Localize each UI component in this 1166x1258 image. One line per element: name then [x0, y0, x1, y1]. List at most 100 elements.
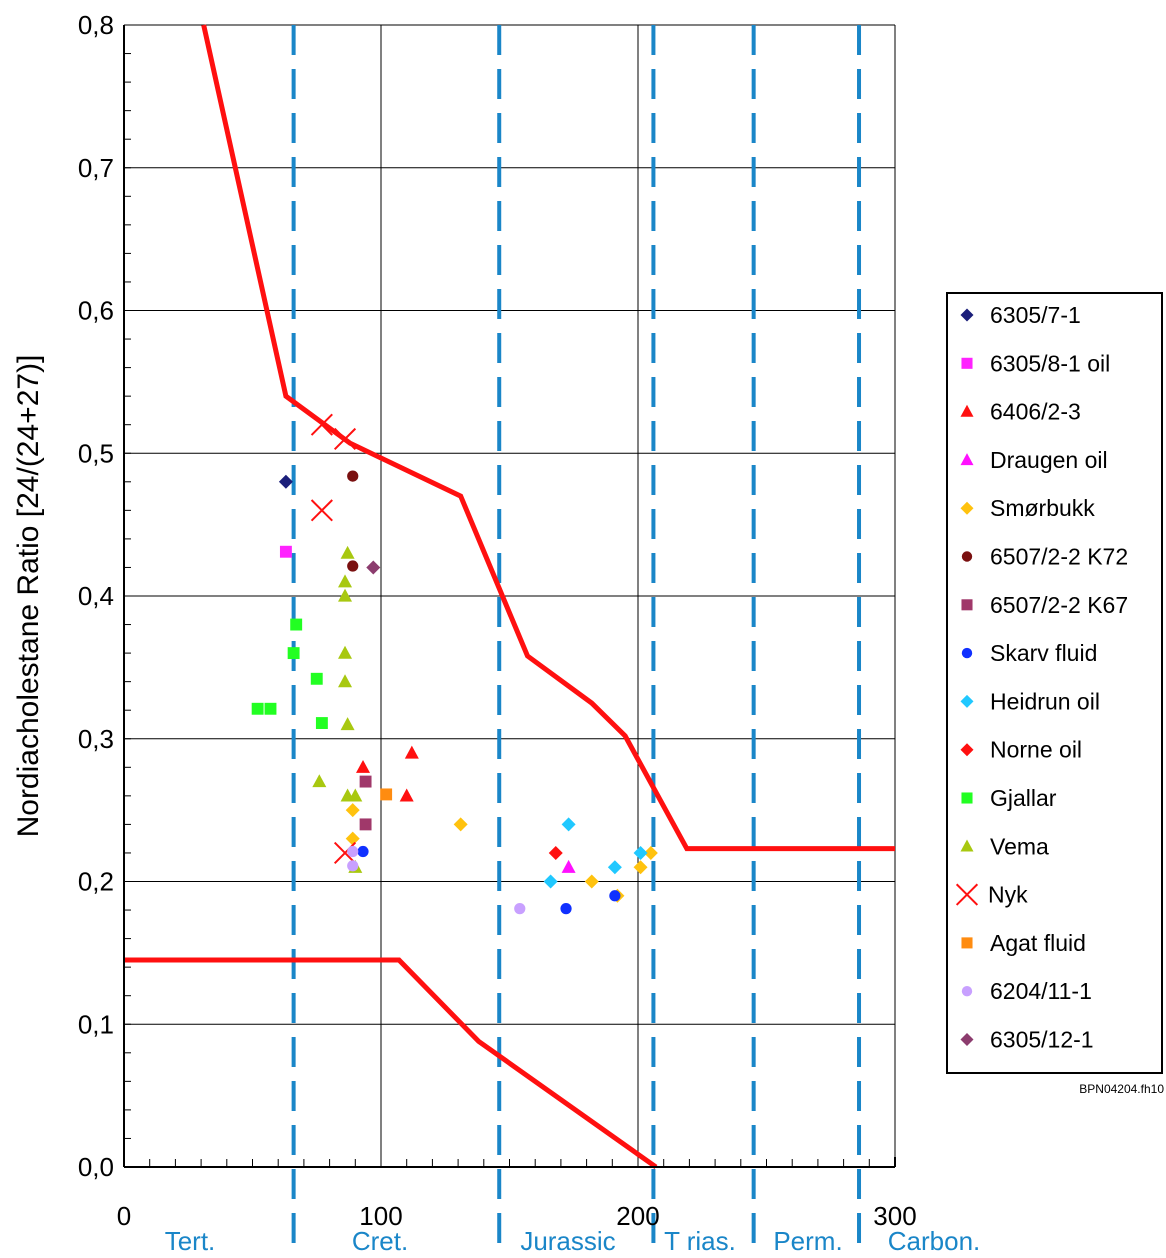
legend-entry: 6406/2-3: [960, 399, 1081, 425]
period-label: Jurassic: [520, 1226, 615, 1256]
data-point: [312, 774, 327, 788]
legend-label: 6204/11-1: [990, 978, 1092, 1004]
legend-entry: 6507/2-2 K72: [961, 544, 1128, 570]
data-point: [278, 474, 293, 489]
legend: 6305/7-1 6305/8-1 oil 6406/2-3 Draugen oil S…: [946, 292, 1163, 1074]
x-marker-stroke: [310, 499, 333, 522]
legend-marker: [961, 357, 973, 369]
legend-label: Norne oil: [990, 737, 1082, 763]
legend-marker: [955, 883, 979, 906]
data-point: [359, 775, 372, 788]
legend-entry: Heidrun oil: [960, 688, 1100, 714]
data-point: [380, 788, 393, 801]
y-axis-label: Nordiacholestane Ratio [24/(24+27)]: [12, 355, 45, 838]
legend-label: 6507/2-2 K67: [990, 592, 1128, 618]
x-marker-stroke: [955, 883, 979, 906]
period-label: Carbon.: [888, 1226, 981, 1256]
data-point: [338, 674, 353, 688]
legend-marker: [960, 308, 974, 322]
legend-label: 6406/2-3: [990, 399, 1081, 425]
legend-marker: [961, 551, 973, 562]
legend-label: Draugen oil: [990, 447, 1108, 473]
data-points: [251, 413, 658, 915]
y-tick-label: 0,0: [78, 1152, 114, 1182]
legend-entry: 6507/2-2 K67: [961, 592, 1128, 618]
legend-label: Smørbukk: [990, 495, 1095, 521]
data-point: [514, 903, 526, 915]
legend-marker: [960, 501, 974, 515]
period-label: Tert.: [165, 1226, 216, 1256]
data-point: [357, 845, 369, 858]
data-point: [609, 890, 621, 902]
legend-label: 6305/7-1: [990, 302, 1081, 328]
data-point: [404, 745, 419, 759]
data-point: [633, 845, 648, 860]
legend-marker: [961, 647, 973, 659]
legend-entry: Vema: [960, 833, 1049, 859]
x-tick-label: 300: [873, 1201, 916, 1231]
data-point: [560, 903, 572, 915]
data-point: [279, 545, 292, 558]
data-point: [264, 702, 277, 715]
data-point: [347, 560, 359, 572]
data-point: [315, 717, 328, 729]
data-point: [548, 845, 563, 860]
legend-label: Vema: [990, 833, 1049, 859]
legend-entry: Norne oil: [960, 737, 1082, 763]
legend-marker: [960, 839, 974, 852]
data-point: [340, 717, 355, 731]
legend-label: Skarv fluid: [990, 640, 1097, 666]
legend-entry: 6305/8-1 oil: [961, 350, 1110, 376]
y-tick-label: 0,2: [78, 867, 114, 897]
data-point: [453, 817, 468, 832]
legend-entry: Smørbukk: [960, 495, 1095, 521]
y-tick-label: 0,3: [78, 724, 114, 754]
y-tick-labels: 0,0 0,1 0,2 0,3 0,4 0,5 0,6 0,7 0,8: [78, 10, 114, 1182]
y-tick-label: 0,4: [78, 581, 114, 611]
legend-marker: [960, 404, 974, 417]
data-point: [310, 499, 333, 522]
data-point: [338, 574, 353, 588]
data-point: [290, 618, 303, 631]
period-labels: Tert. Cret. Jurassic T rias. Perm. Carbon.: [165, 1226, 981, 1256]
data-point: [345, 803, 360, 818]
legend-label: 6507/2-2 K72: [990, 544, 1128, 570]
data-point: [345, 831, 360, 846]
envelope-lines: [124, 24, 895, 1170]
legend-marker: [960, 694, 974, 708]
data-point: [561, 859, 576, 873]
legend-marker: [961, 792, 973, 804]
data-point: [584, 874, 599, 889]
data-point: [366, 560, 381, 575]
data-point: [356, 759, 371, 773]
data-point: [347, 845, 359, 858]
data-point: [287, 647, 300, 660]
data-point: [251, 702, 264, 715]
data-point: [338, 645, 353, 659]
x-tick-label: 100: [359, 1201, 402, 1231]
legend-label: Heidrun oil: [990, 688, 1100, 714]
data-point: [310, 672, 323, 685]
y-tick-label: 0,7: [78, 153, 114, 183]
envelope-upper-line: [201, 24, 895, 852]
period-label: T rias.: [664, 1226, 736, 1256]
legend-entry: Skarv fluid: [961, 640, 1097, 666]
legend-entry: 6305/12-1: [960, 1027, 1094, 1053]
legend-entry: Agat fluid: [961, 930, 1086, 956]
x-tick-label: 0: [117, 1201, 131, 1231]
legend-label: Agat fluid: [990, 930, 1086, 956]
x-tick-labels: 0 100 200 300: [117, 1201, 917, 1231]
legend-label: Nyk: [988, 882, 1028, 908]
y-tick-label: 0,1: [78, 1009, 114, 1039]
legend-marker: [961, 937, 973, 949]
grid: [124, 24, 896, 1167]
legend-label: 6305/12-1: [990, 1027, 1094, 1053]
data-point: [543, 874, 558, 889]
figure-credit: BPN04204.fh10: [1079, 1082, 1164, 1096]
minor-ticks: [124, 53, 870, 1167]
y-tick-label: 0,5: [78, 438, 114, 468]
data-point: [633, 860, 648, 875]
legend-entry: Draugen oil: [960, 447, 1108, 473]
data-point: [359, 818, 372, 831]
legend-entry: 6204/11-1: [961, 978, 1092, 1004]
